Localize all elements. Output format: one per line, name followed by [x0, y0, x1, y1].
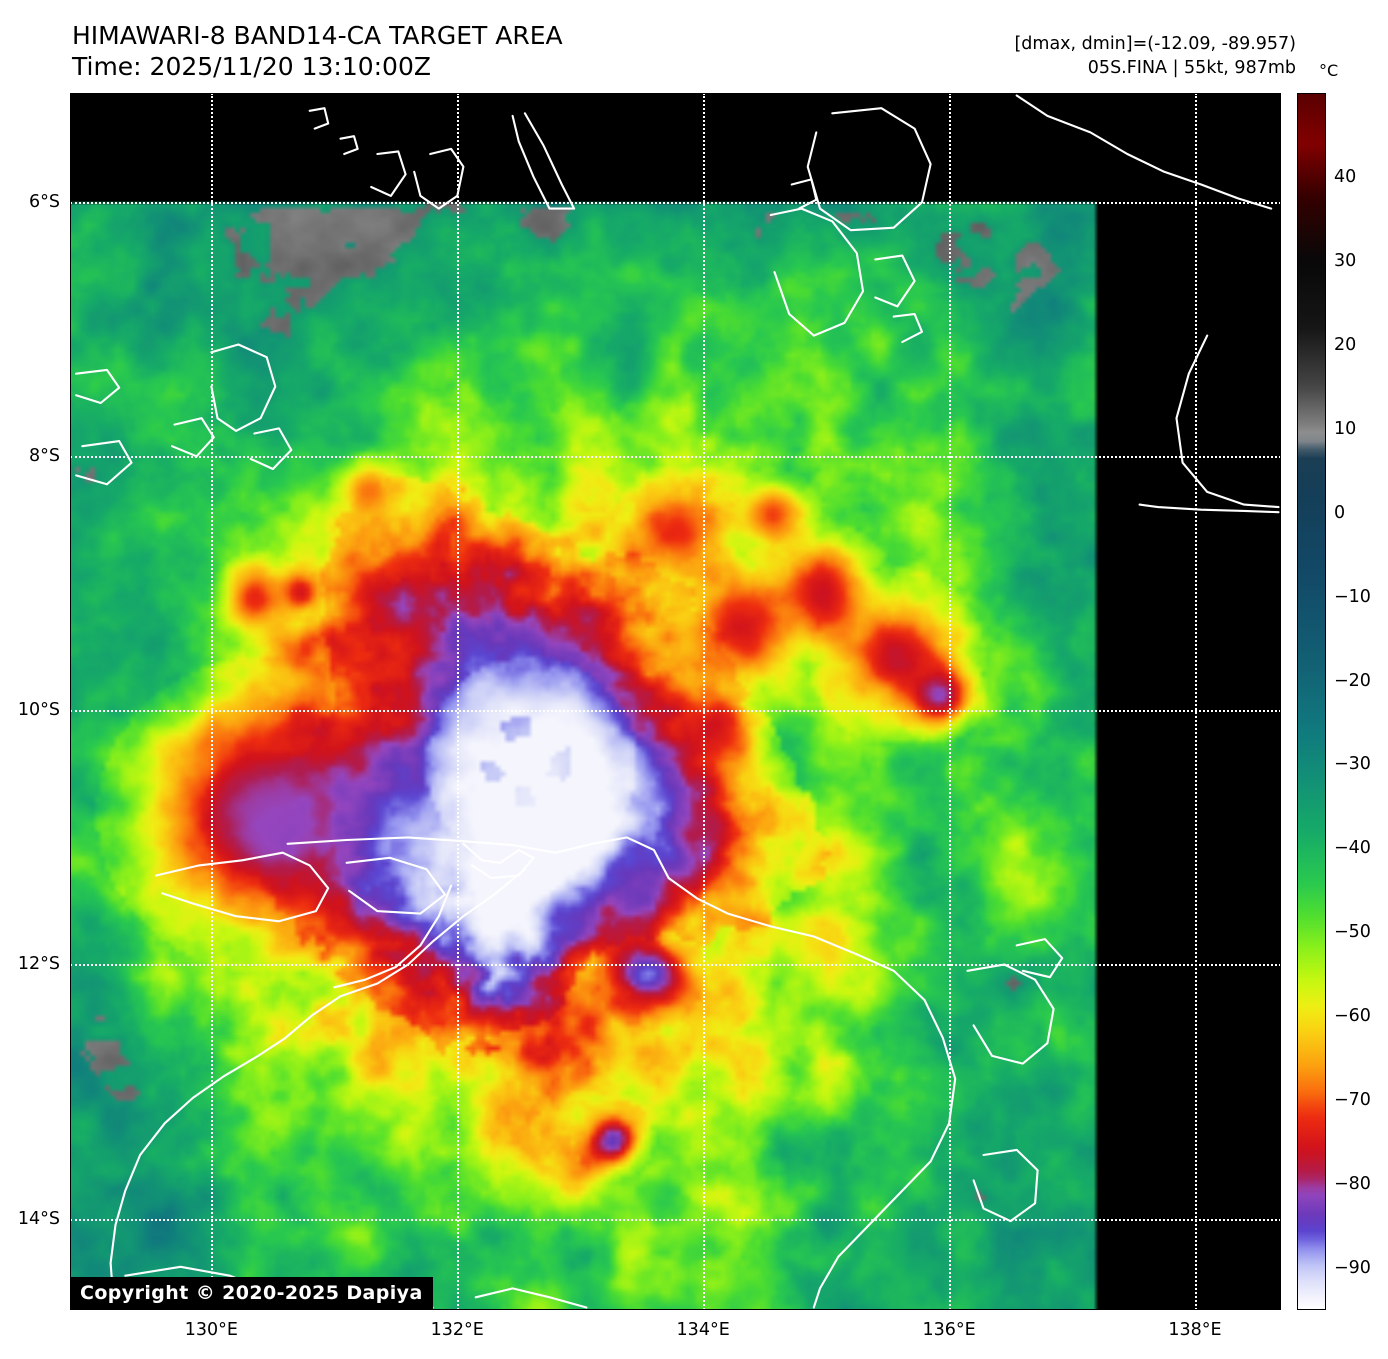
coastline-path	[339, 135, 359, 156]
x-axis-tick-label: 132°E	[430, 1320, 484, 1340]
coastline-path	[474, 1287, 588, 1309]
coastline-path	[462, 842, 535, 880]
colorbar-tick-label: −40	[1334, 838, 1371, 859]
coastline-path	[972, 1148, 1039, 1223]
x-axis-tick-label: 134°E	[676, 1320, 730, 1340]
x-axis-tick-label: 130°E	[184, 1320, 238, 1340]
colorbar-tick-label: −80	[1334, 1174, 1371, 1195]
coastline-path	[769, 207, 865, 337]
colorbar-tick-label: −60	[1334, 1006, 1371, 1027]
colorbar-unit-label: °C	[1319, 61, 1339, 80]
coastline-path	[667, 877, 957, 1309]
coastline-path	[1138, 503, 1280, 514]
coastline-path	[155, 851, 330, 923]
coastline-path	[1015, 938, 1064, 979]
coastline-path	[170, 417, 215, 458]
timestamp-text: Time: 2025/11/20 13:10:00Z	[72, 52, 431, 81]
x-axis-tick-label: 138°E	[1168, 1320, 1222, 1340]
coastline-path	[511, 112, 576, 210]
satellite-plot-area	[70, 93, 1281, 1310]
colorbar-tick-label: −20	[1334, 670, 1371, 691]
coastline-path	[75, 368, 121, 405]
x-axis-tick-label: 136°E	[922, 1320, 976, 1340]
coastline-path	[333, 884, 453, 989]
coastline-path	[892, 312, 924, 344]
coastline-path	[1175, 334, 1280, 509]
colorbar-tick-label: −30	[1334, 754, 1371, 775]
colorbar-tick-label: 20	[1334, 334, 1357, 355]
colorbar-tick-label: −10	[1334, 586, 1371, 607]
metadata-block: [dmax, dmin]=(-12.09, -89.957) 05S.FINA …	[1014, 32, 1296, 80]
copyright-badge: Copyright © 2020-2025 Dapiya	[70, 1277, 433, 1310]
colorbar	[1297, 93, 1326, 1310]
coastline-path	[210, 343, 277, 432]
y-axis-tick-label: 14°S	[17, 1208, 60, 1229]
ir-brightness-temperature-raster	[70, 93, 1281, 1310]
y-axis-tick-label: 10°S	[17, 700, 60, 721]
title-text: HIMAWARI-8 BAND14-CA TARGET AREA	[72, 21, 563, 50]
storm-info-text: 05S.FINA | 55kt, 987mb	[1087, 58, 1296, 78]
satellite-ir-image	[70, 93, 1281, 1310]
y-axis-tick-label: 6°S	[29, 192, 60, 213]
coastline-path	[966, 963, 1055, 1065]
coastline-path	[308, 107, 330, 130]
colorbar-tick-label: −70	[1334, 1090, 1371, 1111]
coastline-path	[345, 856, 447, 915]
dmax-dmin-text: [dmax, dmin]=(-12.09, -89.957)	[1014, 34, 1296, 54]
coastline-path	[109, 868, 526, 1310]
page-title: HIMAWARI-8 BAND14-CA TARGET AREA Time: 2…	[72, 20, 563, 82]
coastline-path	[370, 150, 407, 197]
colorbar-tick-label: −50	[1334, 922, 1371, 943]
colorbar-tick-label: 30	[1334, 250, 1357, 271]
y-axis-tick-label: 12°S	[17, 954, 60, 975]
coastline-path	[874, 254, 916, 308]
y-axis-tick-label: 8°S	[29, 446, 60, 467]
coastline-path	[1015, 94, 1273, 210]
colorbar-tick-label: 40	[1334, 166, 1357, 187]
coastline-path	[249, 427, 293, 471]
colorbar-gradient	[1298, 94, 1325, 1309]
colorbar-tick-label: 10	[1334, 418, 1357, 439]
coastline-path	[75, 440, 133, 486]
colorbar-tick-label: 0	[1334, 502, 1346, 523]
colorbar-tick-label: −90	[1334, 1258, 1371, 1279]
coastline-overlay	[75, 94, 1280, 1310]
coastline-path	[286, 836, 670, 880]
